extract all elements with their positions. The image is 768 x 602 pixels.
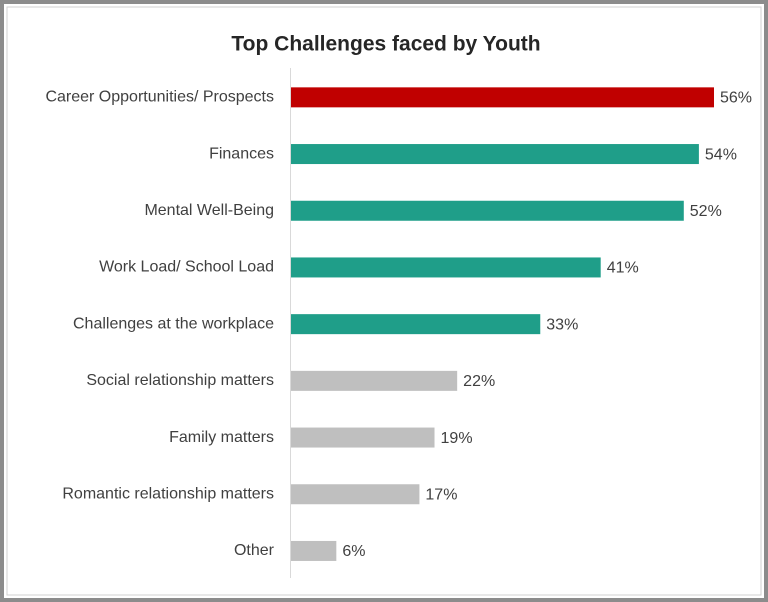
bar	[291, 257, 601, 278]
data-label: 22%	[463, 373, 495, 390]
bar	[291, 370, 458, 391]
bar	[291, 200, 684, 221]
y-tick-label: Work Load/ School Load	[99, 259, 274, 276]
y-tick-label: Challenges at the workplace	[73, 315, 274, 332]
chart-title: Top Challenges faced by Youth	[231, 33, 540, 56]
bar	[291, 484, 420, 505]
data-label: 17%	[425, 486, 457, 503]
y-tick-label: Mental Well-Being	[144, 202, 274, 219]
y-tick-label: Romantic relationship matters	[62, 485, 274, 502]
y-tick-label: Finances	[209, 145, 274, 162]
inner-frame	[6, 6, 762, 596]
y-tick-label: Other	[234, 542, 275, 559]
bar	[291, 314, 541, 335]
data-label: 6%	[342, 543, 365, 560]
y-tick-label: Family matters	[169, 429, 274, 446]
bar	[291, 87, 714, 108]
data-label: 19%	[441, 430, 473, 447]
y-tick-label: Career Opportunities/ Prospects	[45, 89, 274, 106]
bar	[291, 144, 699, 165]
data-label: 52%	[690, 203, 722, 220]
data-label: 41%	[607, 260, 639, 277]
data-label: 56%	[720, 90, 752, 107]
y-tick-label: Social relationship matters	[86, 372, 274, 389]
data-label: 33%	[546, 316, 578, 333]
bar	[291, 540, 337, 561]
data-label: 54%	[705, 146, 737, 163]
bar	[291, 427, 435, 448]
